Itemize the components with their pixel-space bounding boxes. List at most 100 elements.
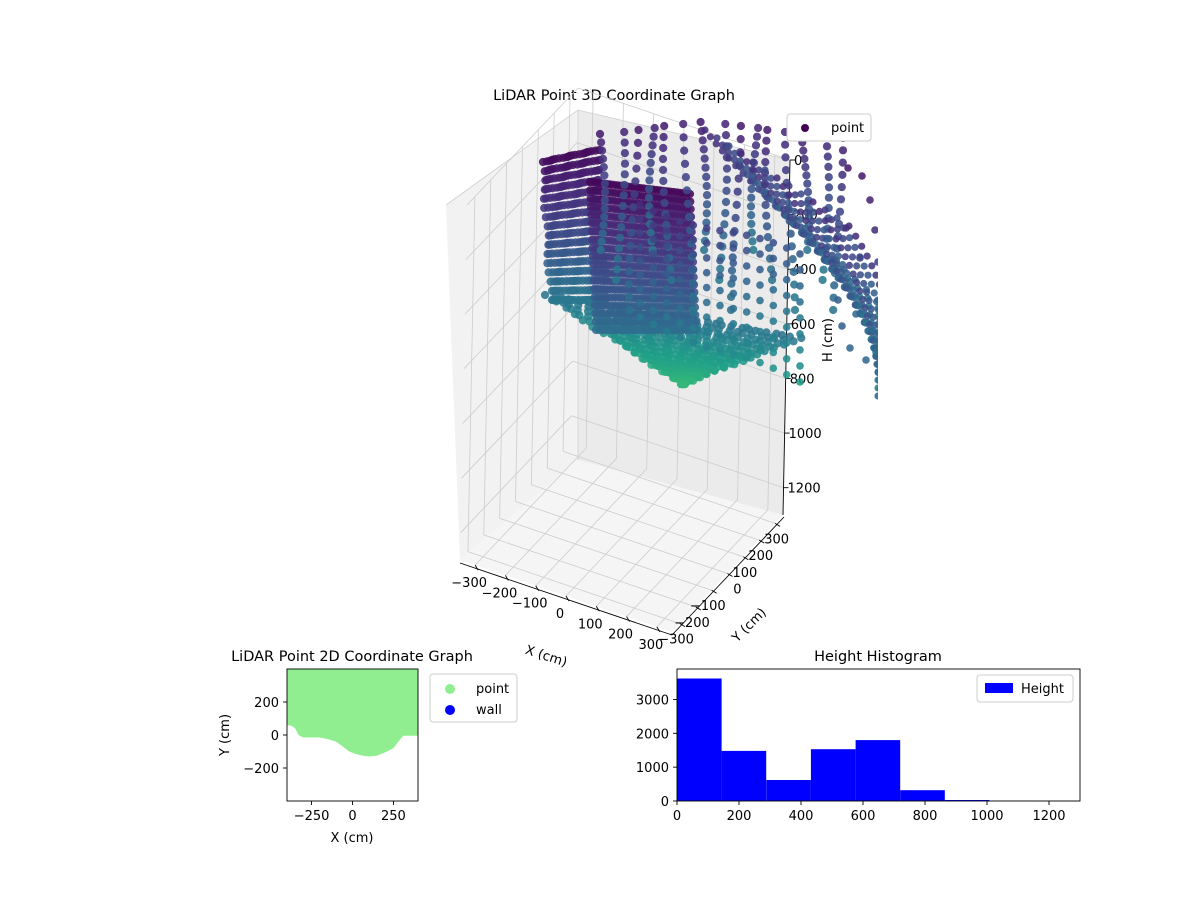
data-point-3d [685,212,694,222]
data-point-3d [763,125,772,135]
data-point-3d [636,313,644,321]
data-point-3d [868,262,876,270]
data-point-3d [861,304,869,312]
data-point-3d [864,271,872,279]
data-point-3d [619,191,628,200]
data-point-3d [706,133,715,141]
data-point-3d [807,232,815,240]
data-point-3d [756,296,764,305]
data-point-3d [824,173,833,182]
data-point-3d [885,341,892,348]
data-point-3d [598,146,607,155]
data-point-3d [620,170,629,179]
x-tick-label-2d: 0 [348,809,356,824]
legend-swatch-height [985,683,1013,693]
data-point-3d [797,190,805,198]
data-point-3d [877,324,878,329]
data-point-3d [872,348,878,356]
data-point-3d [781,166,791,175]
plot-frame-histogram [676,668,1081,802]
data-point-3d [808,217,816,225]
y-tick-label-3d: −100 [690,599,726,614]
z-tick-label-3d: 0 [794,154,802,169]
chart-title-3d: LiDAR Point 3D Coordinate Graph [493,88,735,104]
data-point-3d [626,241,635,250]
y-tick-label-3d: 200 [748,549,773,564]
data-point-3d [716,226,724,235]
data-point-3d [689,273,698,282]
x-axis-label-2d: X (cm) [331,831,374,846]
data-point-3d [700,154,709,163]
data-point-3d [878,331,885,338]
data-point-3d [728,253,737,262]
data-point-3d [615,233,625,242]
data-point-3d [856,271,865,279]
data-point-3d [645,167,655,176]
data-point-3d [595,129,605,139]
data-point-3d [767,189,775,197]
data-point-3d [779,182,787,191]
data-point-3d [736,135,745,144]
data-point-3d [732,200,741,209]
data-point-3d [676,246,684,255]
data-point-3d [600,187,610,197]
data-point-3d [662,298,671,307]
scatter-2d-chart: LiDAR Point 2D Coordinate Graph −250 0 250… [218,649,518,846]
data-point-3d [870,289,878,297]
data-point-3d [849,270,857,278]
data-point-3d [729,320,738,328]
data-point-3d [873,337,878,346]
data-point-3d [702,191,712,200]
data-point-3d [852,310,860,318]
y-tick-label-histogram: 2000 [636,727,669,742]
x-tick-label-histogram: 0 [673,809,681,824]
data-point-3d [662,212,671,221]
data-point-3d [874,368,878,377]
data-point-3d [683,199,693,208]
data-point-3d [834,296,842,304]
data-point-3d [782,275,791,284]
legend-3d: point [786,113,872,142]
data-point-3d [884,356,891,363]
data-point-3d [769,301,778,310]
data-point-3d [729,304,738,313]
data-point-3d [827,216,836,224]
data-point-3d [796,362,804,370]
data-point-3d [695,373,705,382]
data-point-3d [761,181,769,189]
data-point-3d [796,208,805,216]
data-point-3d [782,370,791,379]
data-point-3d [761,158,770,167]
data-point-3d [662,284,671,293]
data-point-3d [782,291,791,300]
histogram-bar [810,749,856,801]
data-point-3d [689,221,698,230]
y-axis-label-3d: Y (cm) [729,605,770,646]
data-point-3d [848,253,857,261]
data-point-3d [768,275,777,285]
data-point-3d [716,241,724,250]
data-point-3d [736,121,746,131]
data-point-3d [617,223,626,232]
data-point-3d [781,140,790,149]
data-point-3d [716,271,724,280]
data-point-3d [752,132,762,141]
histogram-bar [900,790,945,801]
y-tick-label-3d: 0 [733,583,741,598]
data-point-3d [853,279,861,287]
point-cloud [538,117,892,400]
data-point-3d [773,182,781,191]
data-point-3d [725,142,733,150]
data-point-3d [769,286,778,294]
data-point-3d [754,123,763,133]
data-point-3d [701,163,710,172]
data-point-3d [620,180,629,189]
data-point-3d [662,227,671,235]
data-point-3d [763,233,773,242]
data-point-3d [702,218,711,227]
data-point-3d [649,292,658,300]
data-point-3d [746,202,756,211]
data-point-3d [797,200,805,208]
data-point-3d [756,358,764,367]
data-point-3d [749,245,758,255]
